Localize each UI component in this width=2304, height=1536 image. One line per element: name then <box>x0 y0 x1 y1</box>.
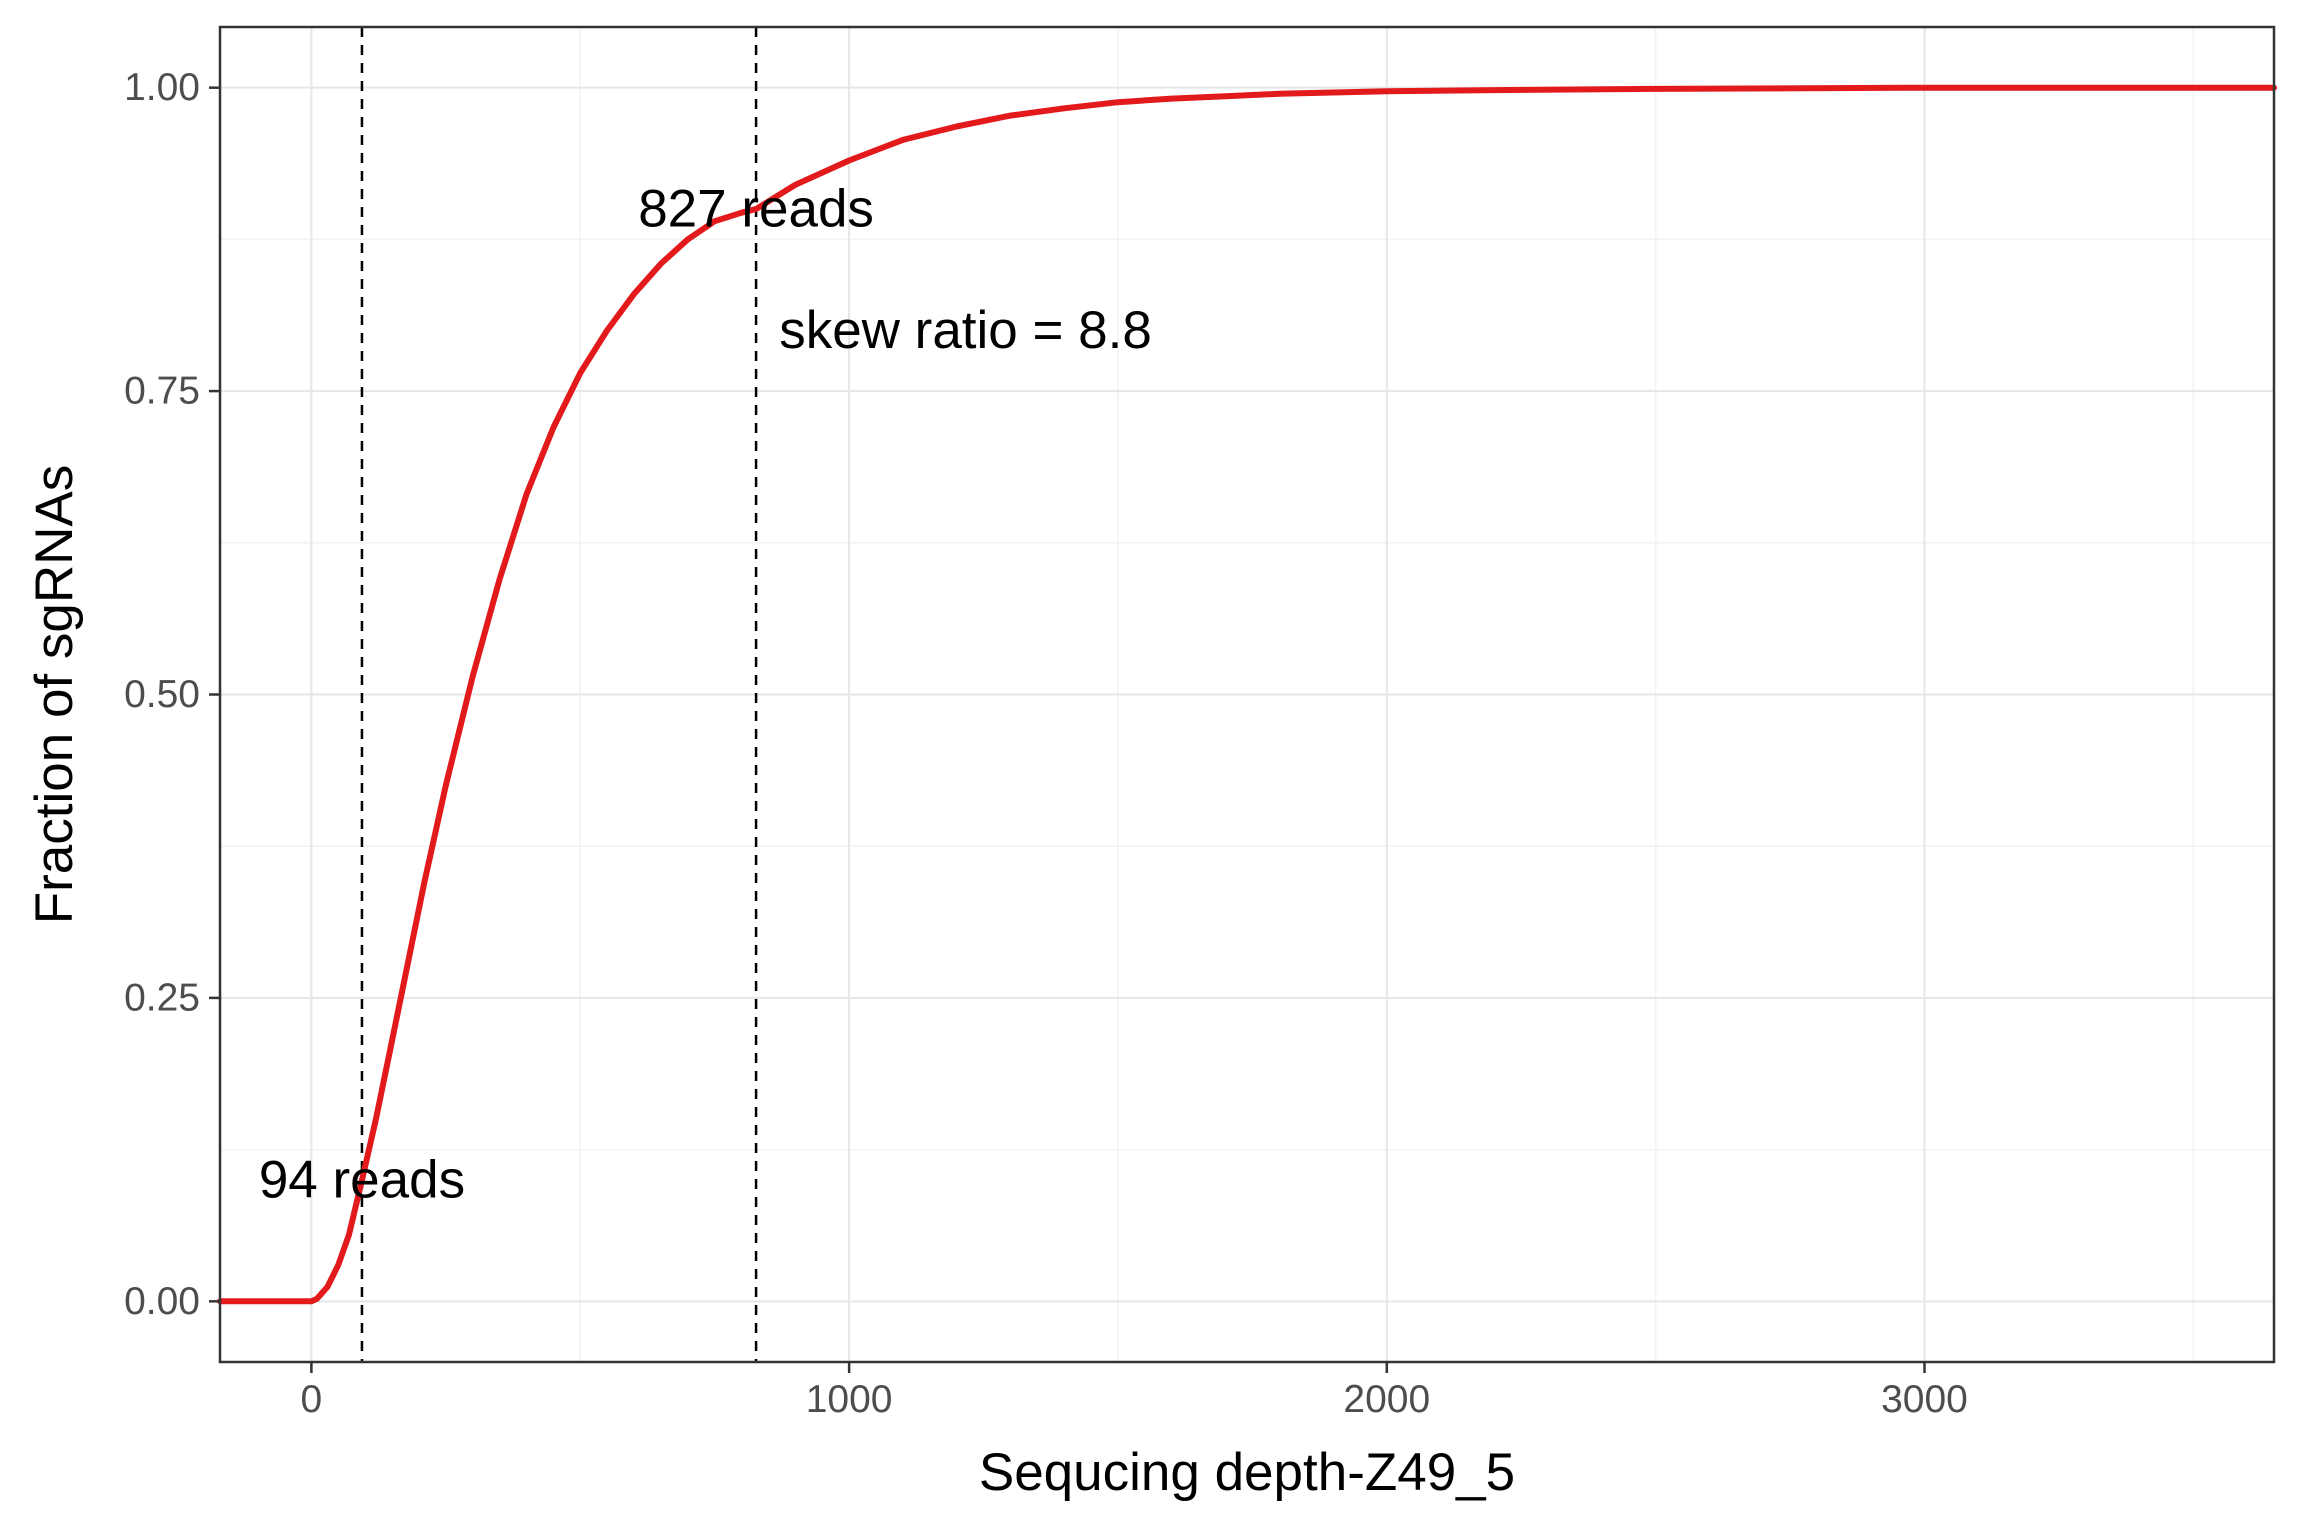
y-tick-label: 1.00 <box>124 66 200 109</box>
minor-grid <box>220 27 2274 1362</box>
x-axis-title: Sequcing depth-Z49_5 <box>979 1443 1515 1502</box>
y-tick-label: 0.25 <box>124 976 200 1019</box>
y-axis: 0.00 0.25 0.50 0.75 1.00 <box>124 66 220 1323</box>
series-line-0 <box>217 84 2277 1305</box>
y-tick-label: 0.75 <box>124 370 200 413</box>
y-tick-label: 0.00 <box>124 1280 200 1323</box>
series-layer <box>217 84 2277 1305</box>
x-tick-label: 3000 <box>1881 1378 1968 1421</box>
x-tick-label: 2000 <box>1343 1378 1430 1421</box>
x-axis: 0 1000 2000 3000 <box>301 1362 1968 1421</box>
annotation-0: 94 reads <box>259 1150 465 1209</box>
major-grid <box>220 27 2274 1362</box>
reference-lines <box>360 27 758 1362</box>
x-tick-label: 0 <box>301 1378 323 1421</box>
y-axis-title: Fraction of sgRNAs <box>25 465 84 924</box>
annotation-2: skew ratio = 8.8 <box>779 301 1152 360</box>
y-tick-label: 0.50 <box>124 673 200 716</box>
x-tick-label: 1000 <box>806 1378 893 1421</box>
annotations: 94 reads 827 reads skew ratio = 8.8 <box>259 180 1152 1210</box>
annotation-1: 827 reads <box>638 180 874 239</box>
